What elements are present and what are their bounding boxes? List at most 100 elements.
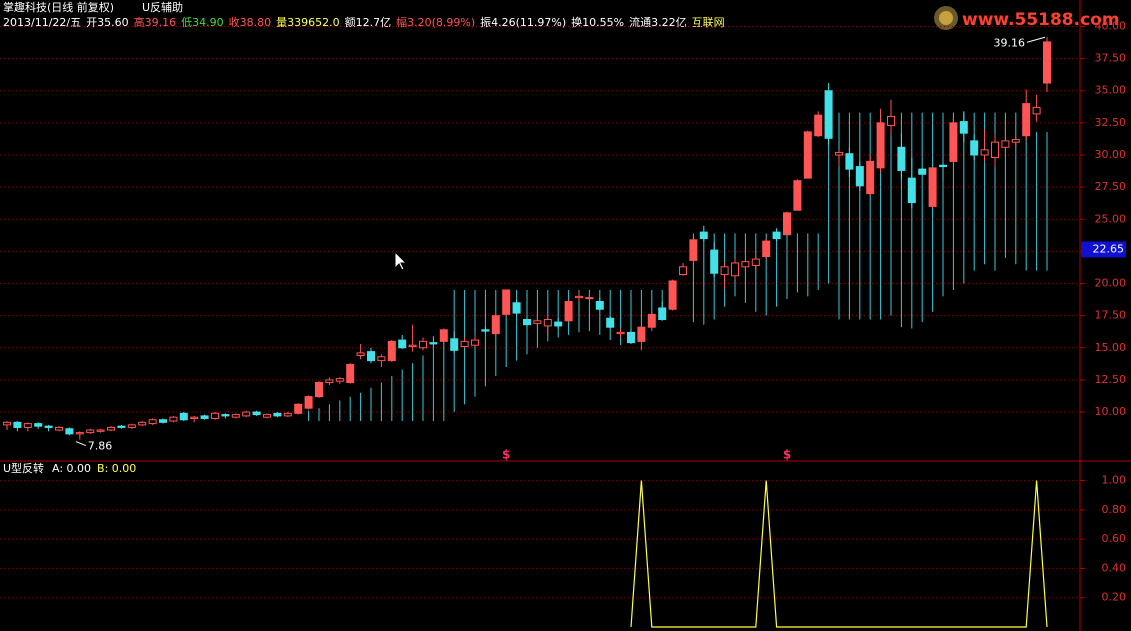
candle-body	[814, 114, 823, 137]
candle-body	[273, 412, 282, 417]
stock-title: 掌趣科技(日线 前复权)	[3, 0, 114, 14]
candle-body	[907, 177, 916, 204]
candle-body	[1001, 140, 1010, 148]
candle-body	[335, 378, 344, 382]
max-label: 39.16	[994, 36, 1026, 49]
candle-body	[918, 168, 927, 175]
candle-body	[980, 149, 989, 156]
candle-body	[887, 115, 895, 126]
signal-mark: $	[783, 448, 791, 462]
candle-body	[377, 356, 386, 362]
candle-body	[855, 166, 864, 187]
candle-body	[949, 122, 958, 162]
candle-body	[211, 412, 219, 419]
y-tick-label: 40.00	[1095, 19, 1127, 32]
candle-body	[720, 266, 729, 276]
candle-body	[304, 396, 313, 409]
info-item: 互联网	[692, 16, 725, 29]
candle-body	[138, 421, 147, 426]
candle-body	[471, 339, 479, 346]
y-tick-label: 37.50	[1095, 52, 1127, 65]
candle-body	[533, 320, 542, 324]
signal-mark: $	[502, 448, 510, 462]
candle-body	[439, 329, 448, 342]
candle-body	[96, 429, 105, 432]
candle-body	[179, 412, 188, 421]
candle-body	[169, 416, 178, 422]
candle-body	[959, 121, 968, 134]
candle-body	[242, 411, 251, 417]
y-tick-label: 25.00	[1095, 212, 1127, 225]
candle-body	[346, 363, 355, 383]
candle-body	[710, 249, 719, 274]
candle-body	[991, 141, 999, 159]
header: 掌趣科技(日线 前复权) U反辅助	[3, 0, 183, 14]
candle-body	[263, 414, 271, 418]
y-tick-label: 1.00	[1102, 474, 1127, 487]
candle-body	[876, 122, 885, 169]
candle-body	[647, 313, 656, 328]
y-tick-label: 20.00	[1095, 277, 1127, 290]
candle-body	[616, 331, 625, 335]
info-item: 开35.60	[86, 16, 129, 29]
candle-body	[294, 403, 303, 414]
candle-body	[44, 425, 53, 428]
info-item: 量339652.0	[276, 16, 340, 29]
min-arrow	[75, 441, 86, 447]
candle-body	[387, 340, 396, 362]
candle-body	[419, 340, 427, 349]
candle-body	[231, 414, 240, 418]
candle-body	[117, 425, 126, 428]
y-tick-label: 0.40	[1102, 561, 1127, 574]
candle-body	[772, 231, 781, 240]
candle-body	[491, 315, 500, 335]
candle-body	[325, 379, 334, 383]
candle-body	[1022, 103, 1031, 137]
candle-body	[398, 339, 407, 349]
candle-body	[637, 326, 646, 342]
logo	[939, 11, 953, 25]
y-tick-label: 17.50	[1095, 309, 1127, 322]
info-item: 额12.7亿	[345, 16, 392, 29]
candle-body	[689, 239, 698, 261]
y-tick-label: 27.50	[1095, 180, 1127, 193]
candle-body	[970, 140, 979, 156]
candle-body	[190, 416, 199, 419]
candle-body	[367, 351, 375, 362]
candle-body	[793, 180, 802, 211]
candle-body	[315, 381, 323, 398]
candle-body	[283, 412, 292, 417]
watermark-text: www.55188.com	[962, 10, 1120, 30]
y-tick-label: 10.00	[1095, 405, 1127, 418]
candle-body	[159, 419, 167, 423]
candle-body	[803, 131, 812, 179]
candle-body	[606, 317, 615, 328]
candle-body	[75, 432, 84, 435]
candle-body	[1043, 41, 1051, 84]
candle-body	[751, 258, 760, 267]
candle-body	[107, 426, 115, 431]
indicator-line	[630, 480, 1048, 628]
candle-body	[564, 301, 573, 322]
info-item: 流通3.22亿	[629, 15, 687, 29]
max-arrow	[1026, 36, 1046, 43]
candle-body	[824, 90, 833, 139]
info-item: 幅3.20(8.99%)	[396, 16, 475, 29]
info-item: 收38.80	[229, 15, 272, 29]
y-tick-label: 15.00	[1095, 341, 1127, 354]
panel-title: U型反转	[3, 461, 44, 475]
y-tick-label: 32.50	[1095, 116, 1127, 129]
candle-body	[731, 262, 739, 277]
y-tick-label: 12.50	[1095, 373, 1127, 386]
candle-body	[523, 319, 531, 326]
candle-body	[668, 280, 677, 310]
candle-body	[356, 352, 365, 356]
candle-body	[897, 146, 906, 171]
candle-body	[481, 329, 490, 332]
candle-body	[658, 307, 667, 321]
candle-body	[595, 301, 604, 310]
candle-body	[429, 342, 438, 345]
candle-body	[835, 151, 843, 156]
candle-body	[1032, 106, 1041, 115]
